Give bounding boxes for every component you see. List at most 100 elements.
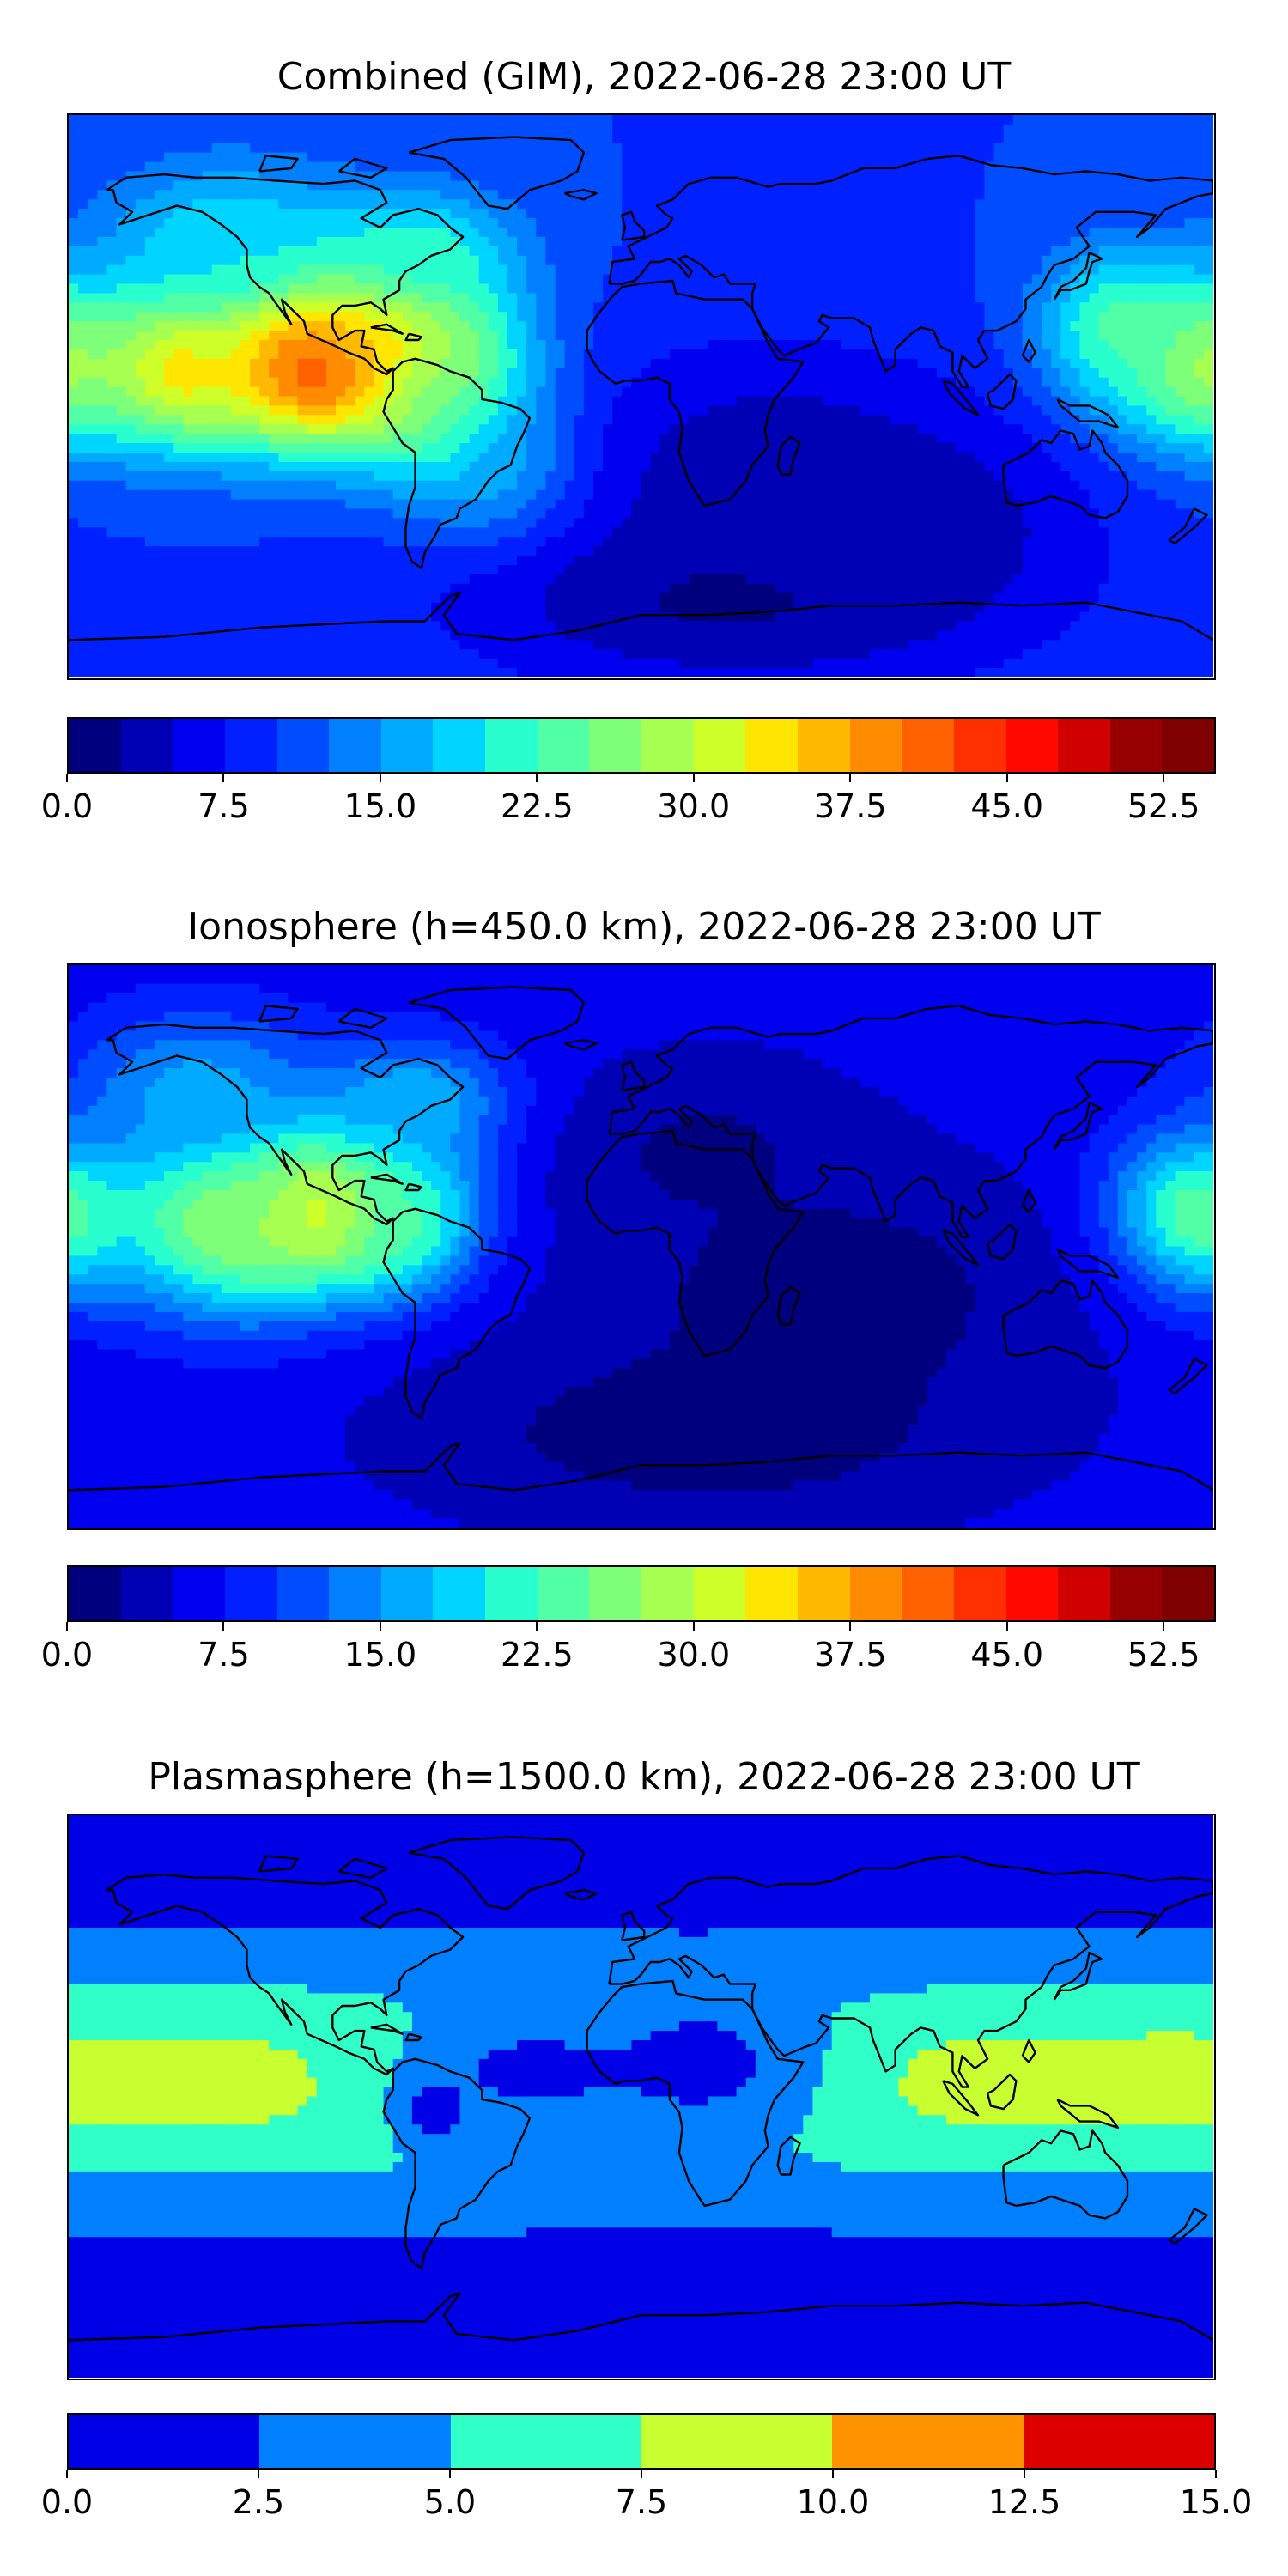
- heatmap-cell: [689, 443, 699, 453]
- heatmap-cell: [650, 489, 661, 501]
- heatmap-cell: [755, 312, 766, 322]
- heatmap-cell: [325, 152, 337, 163]
- heatmap-cell: [775, 180, 785, 191]
- heatmap-cell: [879, 264, 890, 276]
- heatmap-cell: [374, 283, 385, 295]
- heatmap-cell: [603, 489, 613, 501]
- heatmap-cell: [698, 312, 708, 322]
- heatmap-cell: [726, 209, 738, 219]
- heatmap-cell: [775, 246, 785, 257]
- heatmap-cell: [659, 453, 671, 463]
- heatmap-cell: [422, 255, 432, 266]
- heatmap-cell: [736, 405, 747, 416]
- heatmap-cell: [641, 264, 652, 276]
- heatmap-cell: [755, 283, 766, 295]
- heatmap-cell: [736, 424, 747, 434]
- heatmap-cell: [269, 246, 279, 257]
- heatmap-cell: [631, 480, 642, 491]
- heatmap-cell: [822, 302, 833, 313]
- heatmap-cell: [192, 443, 204, 453]
- heatmap-cell: [592, 218, 604, 228]
- heatmap-cell: [1031, 228, 1042, 238]
- heatmap-cell: [908, 405, 919, 416]
- heatmap-cell: [221, 209, 232, 219]
- heatmap-cell: [1089, 302, 1100, 313]
- heatmap-cell: [1079, 386, 1091, 398]
- heatmap-cell: [383, 377, 394, 388]
- heatmap-cell: [269, 161, 279, 173]
- heatmap-cell: [1003, 471, 1014, 482]
- heatmap-cell: [1175, 274, 1186, 285]
- heatmap-cell: [106, 377, 118, 388]
- heatmap-cell: [1127, 199, 1138, 210]
- heatmap-cell: [307, 499, 318, 510]
- heatmap-cell: [841, 424, 852, 434]
- heatmap-cell: [440, 480, 451, 491]
- heatmap-cell: [374, 274, 385, 285]
- heatmap-cell: [592, 274, 604, 285]
- heatmap-cell: [106, 143, 118, 154]
- heatmap-cell: [440, 264, 451, 276]
- heatmap-cell: [325, 434, 337, 444]
- heatmap-cell: [775, 405, 785, 416]
- heatmap-cell: [612, 453, 623, 463]
- heatmap-cell: [793, 489, 804, 501]
- heatmap-cell: [555, 283, 566, 295]
- heatmap-cell: [154, 302, 165, 313]
- heatmap-cell: [325, 246, 337, 257]
- heatmap-cell: [545, 171, 556, 182]
- heatmap-cell: [135, 489, 146, 501]
- heatmap-cell: [259, 415, 270, 425]
- heatmap-cell: [1051, 453, 1061, 463]
- heatmap-cell: [545, 180, 556, 191]
- heatmap-cell: [536, 124, 547, 135]
- heatmap-cell: [1003, 340, 1014, 350]
- heatmap-cell: [288, 434, 299, 444]
- heatmap-cell: [1031, 386, 1042, 398]
- heatmap-cell: [1042, 143, 1052, 154]
- heatmap-cell: [278, 489, 289, 501]
- heatmap-cell: [250, 480, 260, 491]
- heatmap-cell: [592, 377, 604, 388]
- heatmap-cell: [717, 443, 728, 453]
- heatmap-cell: [1175, 255, 1186, 266]
- heatmap-cell: [555, 115, 566, 125]
- heatmap-cell: [297, 453, 308, 463]
- heatmap-cell: [936, 349, 947, 360]
- heatmap-cell: [1012, 274, 1024, 285]
- heatmap-cell: [545, 312, 556, 322]
- heatmap-cell: [889, 368, 900, 379]
- heatmap-cell: [641, 321, 652, 331]
- heatmap-cell: [1117, 461, 1128, 472]
- heatmap-cell: [1165, 199, 1176, 210]
- heatmap-cell: [526, 340, 537, 350]
- heatmap-cell: [183, 312, 194, 322]
- heatmap-cell: [469, 443, 480, 453]
- heatmap-cell: [1022, 405, 1033, 416]
- heatmap-cell: [993, 143, 1005, 154]
- heatmap-cell: [831, 405, 842, 416]
- heatmap-cell: [154, 434, 165, 444]
- heatmap-cell: [708, 209, 718, 219]
- heatmap-cell: [764, 133, 775, 144]
- heatmap-cell: [183, 218, 194, 228]
- heatmap-cell: [1031, 368, 1042, 379]
- heatmap-cell: [1146, 386, 1157, 398]
- heatmap-cell: [1203, 228, 1213, 238]
- heatmap-cell: [1146, 424, 1157, 434]
- heatmap-cell: [1146, 415, 1157, 425]
- heatmap-cell: [870, 377, 880, 388]
- heatmap-cell: [164, 471, 174, 482]
- heatmap-cell: [97, 171, 108, 182]
- heatmap-cell: [1203, 340, 1213, 350]
- heatmap-cell: [154, 443, 165, 453]
- heatmap-cell: [116, 358, 127, 369]
- heatmap-cell: [850, 161, 861, 173]
- heatmap-cell: [1175, 246, 1186, 257]
- heatmap-cell: [1051, 133, 1061, 144]
- heatmap-cell: [478, 199, 489, 210]
- heatmap-cell: [650, 386, 661, 398]
- heatmap-cell: [745, 283, 756, 295]
- heatmap-cell: [678, 499, 690, 510]
- heatmap-cell: [411, 115, 422, 125]
